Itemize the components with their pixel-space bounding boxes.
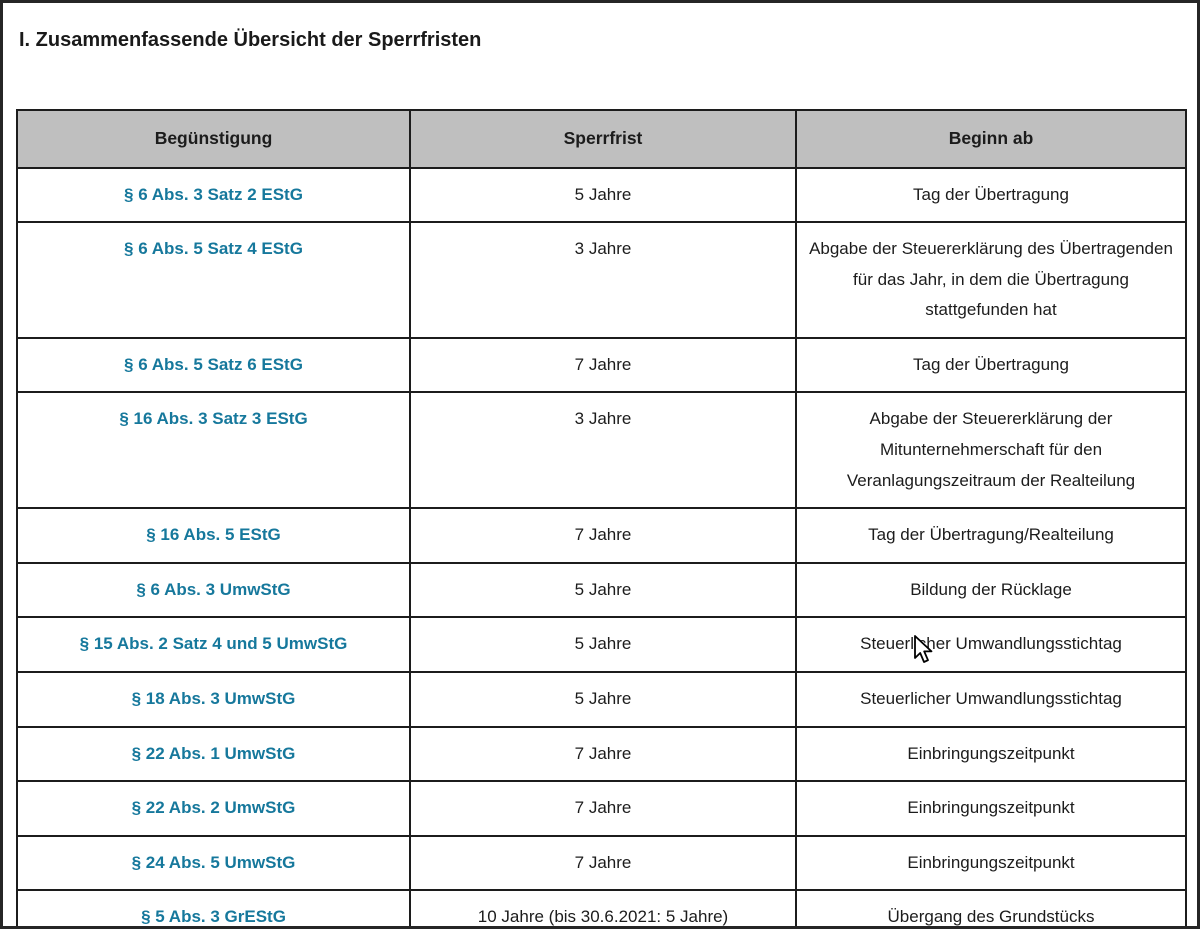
sperrfrist-cell: 7 Jahre xyxy=(409,780,797,837)
sperrfrist-cell: 3 Jahre xyxy=(409,391,797,510)
beguenstigung-cell: § 6 Abs. 5 Satz 4 EStG xyxy=(16,221,411,339)
law-link[interactable]: § 6 Abs. 5 Satz 4 EStG xyxy=(124,239,303,259)
beguenstigung-cell: § 22 Abs. 1 UmwStG xyxy=(16,725,411,783)
beginn-ab-cell: Steuerlicher Umwandlungsstichtag xyxy=(795,616,1187,674)
beginn-ab-cell: Abgabe der Steuererklärung des Übertrage… xyxy=(795,221,1187,339)
beguenstigung-cell: § 16 Abs. 3 Satz 3 EStG xyxy=(16,391,411,510)
table-row: § 18 Abs. 3 UmwStG 5 Jahre Steuerlicher … xyxy=(16,671,1187,728)
column-header-beginn-ab: Beginn ab xyxy=(795,109,1187,169)
law-link[interactable]: § 24 Abs. 5 UmwStG xyxy=(131,852,296,872)
beguenstigung-cell: § 18 Abs. 3 UmwStG xyxy=(16,671,411,728)
column-header-beguenstigung: Begünstigung xyxy=(16,109,411,169)
beginn-ab-cell: Einbringungszeitpunkt xyxy=(795,834,1187,892)
beguenstigung-cell: § 6 Abs. 3 UmwStG xyxy=(16,561,411,619)
sperrfrist-cell: 5 Jahre xyxy=(409,561,797,619)
beginn-ab-cell: Tag der Übertragung xyxy=(795,166,1187,224)
beginn-ab-cell: Übergang des Grundstücks xyxy=(795,889,1187,926)
beguenstigung-cell: § 6 Abs. 5 Satz 6 EStG xyxy=(16,336,411,394)
table-row: § 6 Abs. 3 Satz 2 EStG 5 Jahre Tag der Ü… xyxy=(16,166,1187,224)
beguenstigung-cell: § 6 Abs. 3 Satz 2 EStG xyxy=(16,166,411,224)
beginn-ab-cell: Einbringungszeitpunkt xyxy=(795,780,1187,837)
sperrfrist-cell: 5 Jahre xyxy=(409,166,797,224)
table-row: § 6 Abs. 5 Satz 4 EStG 3 Jahre Abgabe de… xyxy=(16,221,1187,339)
beginn-ab-cell: Abgabe der Steuererklärung der Mituntern… xyxy=(795,391,1187,510)
law-link[interactable]: § 16 Abs. 5 EStG xyxy=(146,525,281,545)
sperrfrist-cell: 5 Jahre xyxy=(409,671,797,728)
law-link[interactable]: § 6 Abs. 3 Satz 2 EStG xyxy=(124,184,303,204)
table-header-row: Begünstigung Sperrfrist Beginn ab xyxy=(16,109,1187,169)
table-body: § 6 Abs. 3 Satz 2 EStG 5 Jahre Tag der Ü… xyxy=(16,166,1187,927)
law-link[interactable]: § 5 Abs. 3 GrEStG xyxy=(141,907,286,927)
sperrfrist-cell: 7 Jahre xyxy=(409,336,797,394)
beginn-ab-cell: Einbringungszeitpunkt xyxy=(795,725,1187,783)
beginn-ab-cell: Tag der Übertragung/Realteilung xyxy=(795,507,1187,564)
sperrfristen-table: Begünstigung Sperrfrist Beginn ab § 6 Ab… xyxy=(16,109,1187,927)
beginn-ab-cell: Tag der Übertragung xyxy=(795,336,1187,394)
column-header-sperrfrist: Sperrfrist xyxy=(409,109,797,169)
page-title: I. Zusammenfassende Übersicht der Sperrf… xyxy=(19,29,482,51)
table-row: § 5 Abs. 3 GrEStG 10 Jahre (bis 30.6.202… xyxy=(16,889,1187,927)
law-link[interactable]: § 6 Abs. 3 UmwStG xyxy=(136,579,291,599)
table-row: § 16 Abs. 5 EStG 7 Jahre Tag der Übertra… xyxy=(16,507,1187,564)
law-link[interactable]: § 6 Abs. 5 Satz 6 EStG xyxy=(124,354,303,374)
law-link[interactable]: § 18 Abs. 3 UmwStG xyxy=(131,689,296,709)
table-row: § 22 Abs. 1 UmwStG 7 Jahre Einbringungsz… xyxy=(16,725,1187,783)
beginn-ab-cell: Steuerlicher Umwandlungsstichtag xyxy=(795,671,1187,728)
sperrfrist-cell: 10 Jahre (bis 30.6.2021: 5 Jahre) xyxy=(409,889,797,926)
law-link[interactable]: § 15 Abs. 2 Satz 4 und 5 UmwStG xyxy=(79,634,348,654)
table-row: § 15 Abs. 2 Satz 4 und 5 UmwStG 5 Jahre … xyxy=(16,616,1187,674)
sperrfrist-cell: 7 Jahre xyxy=(409,507,797,564)
beguenstigung-cell: § 24 Abs. 5 UmwStG xyxy=(16,834,411,892)
sperrfrist-cell: 7 Jahre xyxy=(409,834,797,892)
beguenstigung-cell: § 16 Abs. 5 EStG xyxy=(16,507,411,564)
sperrfrist-cell: 7 Jahre xyxy=(409,725,797,783)
table-row: § 22 Abs. 2 UmwStG 7 Jahre Einbringungsz… xyxy=(16,780,1187,837)
sperrfrist-cell: 3 Jahre xyxy=(409,221,797,339)
beguenstigung-cell: § 22 Abs. 2 UmwStG xyxy=(16,780,411,837)
table-header: Begünstigung Sperrfrist Beginn ab xyxy=(16,109,1187,169)
sperrfrist-cell: 5 Jahre xyxy=(409,616,797,674)
law-link[interactable]: § 22 Abs. 2 UmwStG xyxy=(131,798,296,818)
beguenstigung-cell: § 5 Abs. 3 GrEStG xyxy=(16,889,411,927)
law-link[interactable]: § 22 Abs. 1 UmwStG xyxy=(131,743,296,763)
table-row: § 24 Abs. 5 UmwStG 7 Jahre Einbringungsz… xyxy=(16,834,1187,892)
beginn-ab-cell: Bildung der Rücklage xyxy=(795,561,1187,619)
table-row: § 6 Abs. 5 Satz 6 EStG 7 Jahre Tag der Ü… xyxy=(16,336,1187,394)
law-link[interactable]: § 16 Abs. 3 Satz 3 EStG xyxy=(119,409,308,429)
beguenstigung-cell: § 15 Abs. 2 Satz 4 und 5 UmwStG xyxy=(16,616,411,674)
table-row: § 16 Abs. 3 Satz 3 EStG 3 Jahre Abgabe d… xyxy=(16,391,1187,510)
table-row: § 6 Abs. 3 UmwStG 5 Jahre Bildung der Rü… xyxy=(16,561,1187,619)
